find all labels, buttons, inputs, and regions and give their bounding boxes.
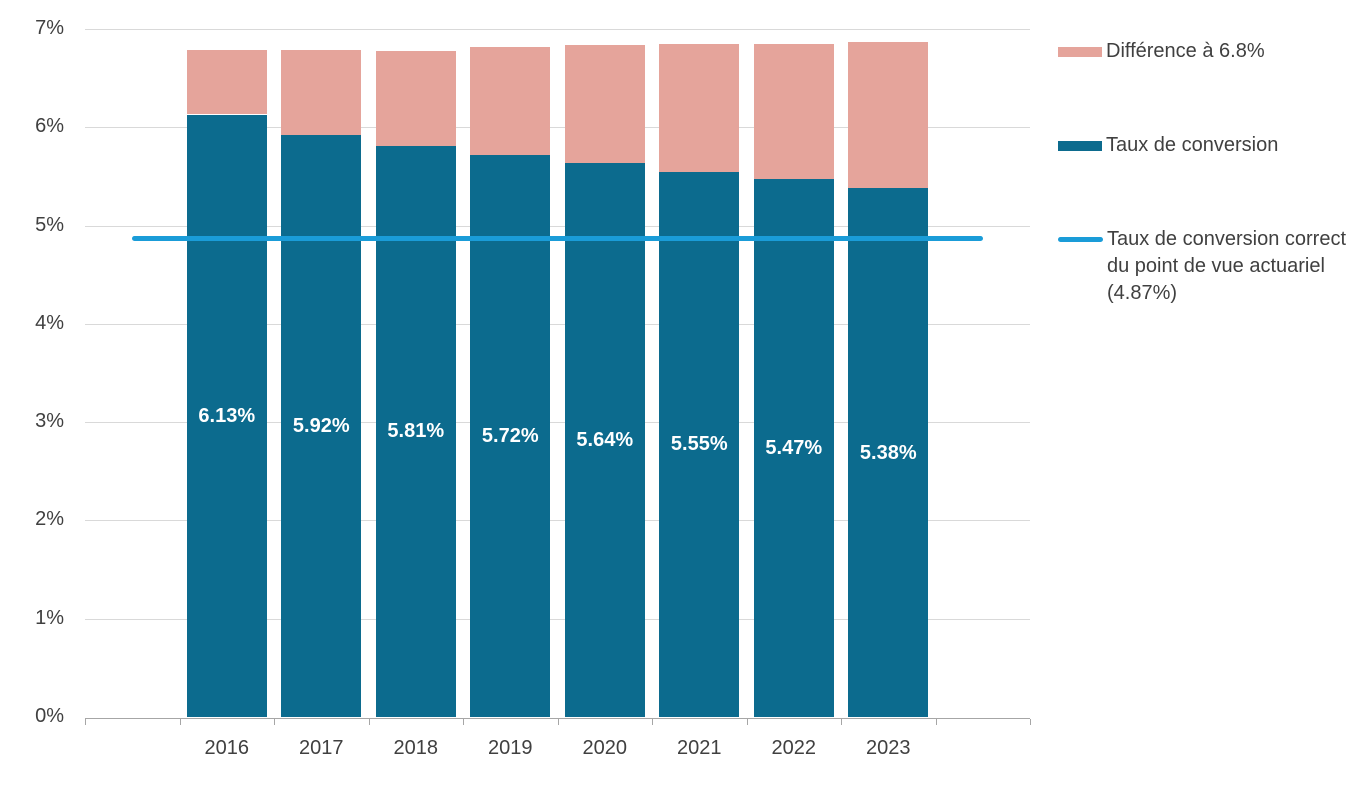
x-axis-tick xyxy=(274,719,275,725)
legend-label-reference-line: Taux de conversion correct du point de v… xyxy=(1107,228,1347,304)
x-axis-tick xyxy=(935,719,937,725)
bar-segment-difference xyxy=(470,46,551,155)
gridline xyxy=(85,618,1030,620)
x-axis-tick xyxy=(841,719,842,725)
legend-label-difference: Différence à 6.8% xyxy=(1106,40,1265,62)
bar-segment-difference xyxy=(186,49,267,115)
bar-segment-taux-conversion xyxy=(281,135,362,717)
x-axis-label: 2023 xyxy=(866,737,911,759)
bar-segment-difference xyxy=(753,43,834,180)
bar-value-label: 5.47% xyxy=(765,437,823,460)
x-axis-tick xyxy=(463,719,464,725)
bar-value-label: 5.92% xyxy=(292,415,350,438)
x-axis-tick xyxy=(557,719,559,725)
legend-swatch-taux-conversion xyxy=(1058,140,1102,151)
x-axis-label: 2018 xyxy=(393,737,439,759)
bar-value-label: 5.81% xyxy=(387,420,445,443)
legend-swatch-difference xyxy=(1058,46,1102,57)
legend-swatch-reference-line xyxy=(1058,237,1103,242)
bar-value-label: 5.55% xyxy=(670,433,728,456)
gridline xyxy=(85,225,1030,227)
bar-segment-difference xyxy=(375,50,456,146)
bar-segment-difference xyxy=(848,41,929,189)
bar-value-label: 5.64% xyxy=(576,428,634,451)
y-axis-label: 4% xyxy=(35,311,64,334)
x-axis-label: 2019 xyxy=(488,737,533,759)
bar-value-label: 5.72% xyxy=(481,424,539,447)
bar-segment-taux-conversion xyxy=(659,171,740,717)
x-axis-tick xyxy=(368,719,370,725)
gridline xyxy=(85,323,1030,325)
gridline xyxy=(85,520,1030,522)
x-axis-label: 2022 xyxy=(771,737,817,759)
x-axis-tick xyxy=(746,719,748,725)
x-axis-line xyxy=(85,718,1030,719)
x-axis-label: 2021 xyxy=(677,737,722,759)
bar-segment-difference xyxy=(564,44,645,163)
x-axis-label: 2016 xyxy=(204,737,250,759)
bar-segment-difference xyxy=(659,43,740,172)
y-axis-label: 7% xyxy=(35,17,64,39)
y-axis-label: 3% xyxy=(35,410,64,433)
bar-value-label: 5.38% xyxy=(859,441,917,464)
x-axis-tick xyxy=(179,719,181,725)
x-axis-tick xyxy=(1030,719,1031,725)
bar-segment-taux-conversion xyxy=(753,179,834,717)
bar-segment-taux-conversion xyxy=(470,154,551,717)
bar-segment-taux-conversion xyxy=(375,145,456,717)
x-axis-label: 2020 xyxy=(582,737,628,759)
legend-item-taux-conversion: Taux de conversion xyxy=(1058,134,1278,157)
x-axis-tick xyxy=(652,719,653,725)
bar-segment-difference xyxy=(281,49,362,136)
legend-item-difference: Différence à 6.8% xyxy=(1058,40,1265,63)
y-axis-label: 5% xyxy=(35,213,64,236)
y-axis-label: 6% xyxy=(35,115,64,138)
gridline xyxy=(85,422,1030,424)
y-axis-label: 0% xyxy=(35,705,64,727)
bar-value-label: 6.13% xyxy=(198,404,256,427)
legend-item-reference-line: Taux de conversion correct du point de v… xyxy=(1058,226,1346,307)
y-axis-label: 1% xyxy=(35,606,64,629)
legend-label-taux-conversion: Taux de conversion xyxy=(1106,134,1279,156)
bar-segment-taux-conversion xyxy=(564,162,645,717)
gridline xyxy=(85,29,1030,30)
x-axis-tick xyxy=(85,719,86,725)
x-axis-label: 2017 xyxy=(299,737,344,759)
bar-segment-taux-conversion xyxy=(186,114,267,717)
bar-segment-taux-conversion xyxy=(848,188,929,717)
y-axis-label: 2% xyxy=(35,508,64,531)
reference-line xyxy=(132,235,983,241)
gridline xyxy=(85,127,1030,129)
